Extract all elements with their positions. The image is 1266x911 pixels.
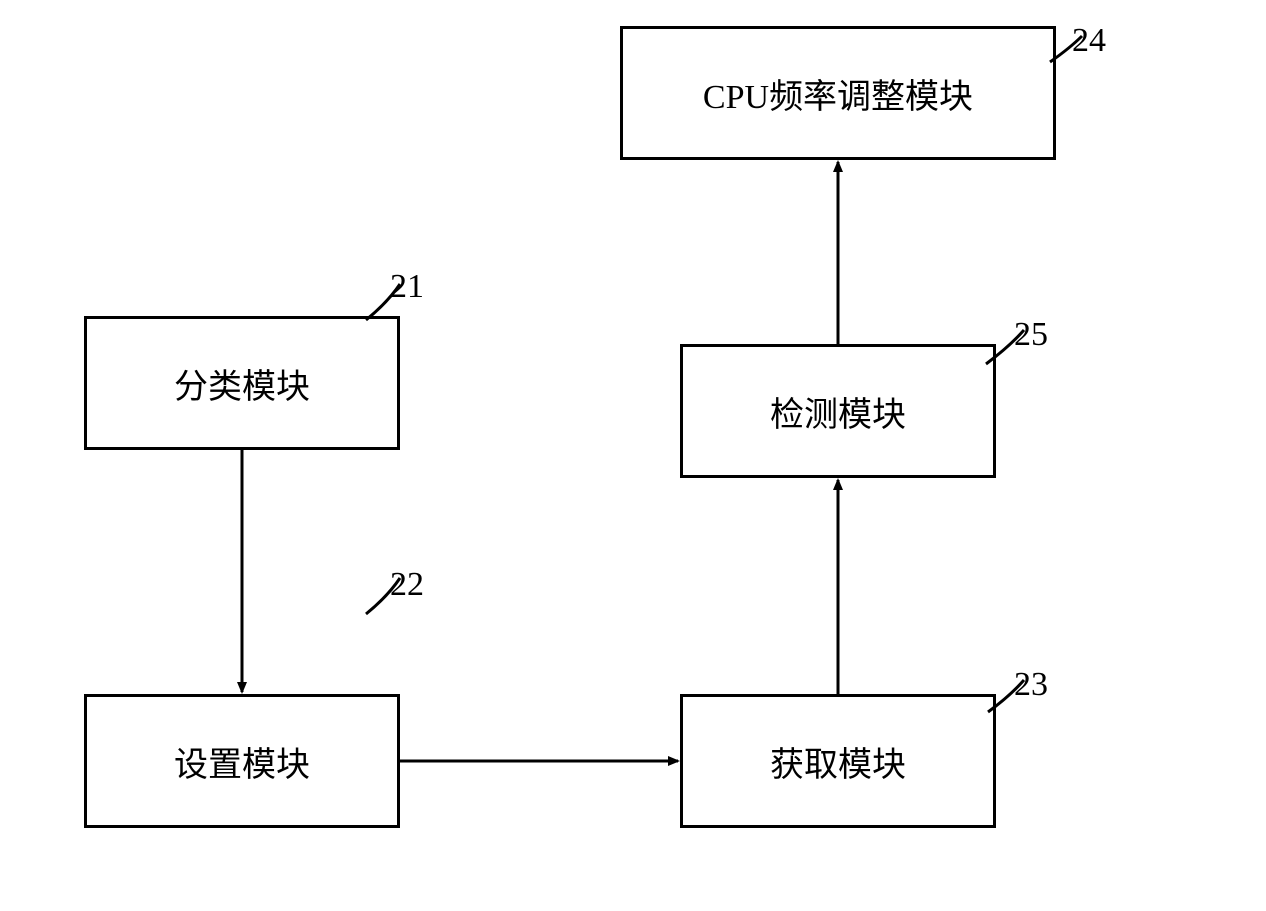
node-detect-label: 检测模块 bbox=[770, 387, 906, 436]
node-classify: 分类模块 bbox=[84, 316, 400, 450]
node-detect: 检测模块 bbox=[680, 344, 996, 478]
node-cpu-freq-label: CPU频率调整模块 bbox=[703, 69, 973, 118]
annotation-24: 24 bbox=[1072, 22, 1106, 60]
node-acquire-label: 获取模块 bbox=[770, 737, 906, 786]
node-classify-label: 分类模块 bbox=[174, 359, 310, 408]
node-setting: 设置模块 bbox=[84, 694, 400, 828]
annotation-23: 23 bbox=[1014, 666, 1048, 704]
node-cpu-freq: CPU频率调整模块 bbox=[620, 26, 1056, 160]
node-setting-label: 设置模块 bbox=[174, 737, 310, 786]
annotation-25: 25 bbox=[1014, 316, 1048, 354]
node-acquire: 获取模块 bbox=[680, 694, 996, 828]
annotation-22: 22 bbox=[390, 566, 424, 604]
annotation-21: 21 bbox=[390, 268, 424, 306]
